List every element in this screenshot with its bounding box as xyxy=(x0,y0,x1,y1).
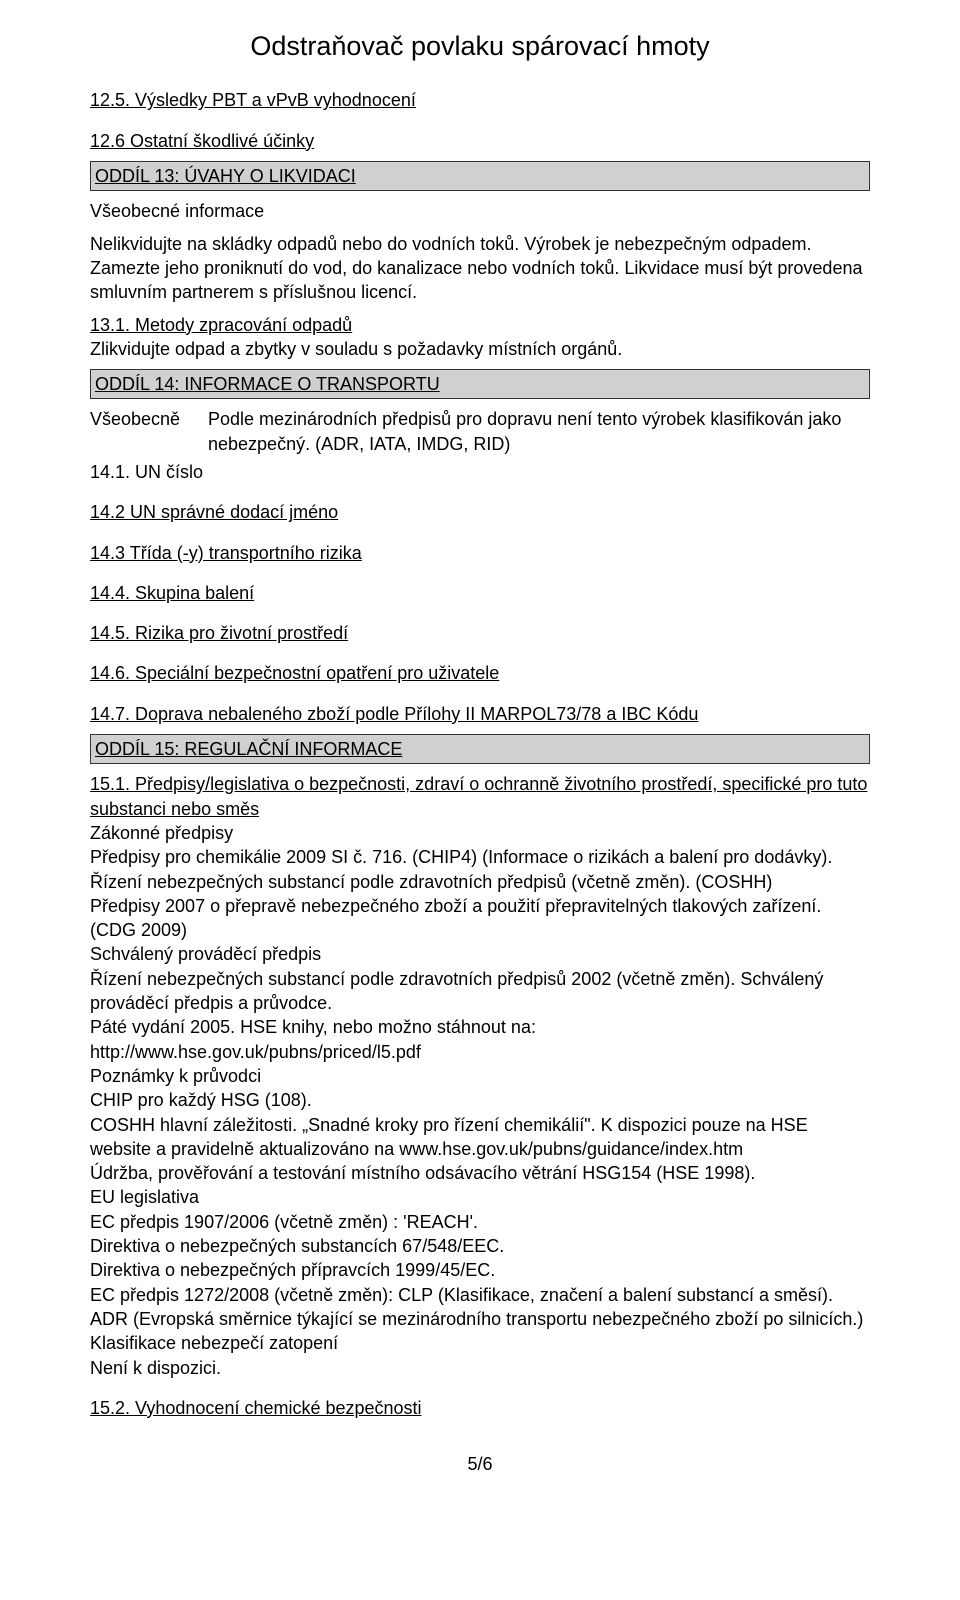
section-14-4: 14.4. Skupina balení xyxy=(90,581,870,605)
reg-body-7: CHIP pro každý HSG (108). xyxy=(90,1088,870,1112)
reg-body-13: Direktiva o nebezpečných přípravcích 199… xyxy=(90,1258,870,1282)
section-15-1-line1: 15.1. Předpisy/legislativa o bezpečnosti… xyxy=(90,774,867,794)
reg-body-15: ADR (Evropská směrnice týkající se mezin… xyxy=(90,1307,870,1331)
page-number: 5/6 xyxy=(90,1452,870,1476)
general-info-heading: Všeobecné informace xyxy=(90,199,870,223)
reg-body-8: COSHH hlavní záležitosti. „Snadné kroky … xyxy=(90,1113,870,1162)
reg-body-16: Klasifikace nebezpečí zatopení xyxy=(90,1331,870,1355)
general-info-body: Nelikvidujte na skládky odpadů nebo do v… xyxy=(90,232,870,305)
section-14-title: ODDÍL 14: INFORMACE O TRANSPORTU xyxy=(95,374,440,394)
section-15-2: 15.2. Vyhodnocení chemické bezpečnosti xyxy=(90,1396,870,1420)
section-12-6: 12.6 Ostatní škodlivé účinky xyxy=(90,129,870,153)
transport-general-value: Podle mezinárodních předpisů pro dopravu… xyxy=(208,407,870,456)
section-15-title: ODDÍL 15: REGULAČNÍ INFORMACE xyxy=(95,739,402,759)
section-14-6: 14.6. Speciální bezpečnostní opatření pr… xyxy=(90,661,870,685)
reg-body-2: Předpisy 2007 o přepravě nebezpečného zb… xyxy=(90,894,870,943)
section-14-3: 14.3 Třída (-y) transportního rizika xyxy=(90,541,870,565)
document-title: Odstraňovač povlaku spárovací hmoty xyxy=(90,28,870,64)
reg-body-14: EC předpis 1272/2008 (včetně změn): CLP … xyxy=(90,1283,870,1307)
transport-general-label: Všeobecně xyxy=(90,407,208,431)
reg-body-5: Páté vydání 2005. HSE knihy, nebo možno … xyxy=(90,1015,870,1064)
section-15-header: ODDÍL 15: REGULAČNÍ INFORMACE xyxy=(90,734,870,764)
section-12-5: 12.5. Výsledky PBT a vPvB vyhodnocení xyxy=(90,88,870,112)
reg-body-6: Poznámky k průvodci xyxy=(90,1064,870,1088)
section-15-1-line2: substanci nebo směs xyxy=(90,799,259,819)
reg-body-10: EU legislativa xyxy=(90,1185,870,1209)
section-14-2: 14.2 UN správné dodací jméno xyxy=(90,500,870,524)
section-14-1: 14.1. UN číslo xyxy=(90,460,870,484)
reg-body-9: Údržba, prověřování a testování místního… xyxy=(90,1161,870,1185)
reg-body-1: Předpisy pro chemikálie 2009 SI č. 716. … xyxy=(90,845,870,894)
section-13-header: ODDÍL 13: ÚVAHY O LIKVIDACI xyxy=(90,161,870,191)
section-13-1: 13.1. Metody zpracování odpadů xyxy=(90,315,352,335)
section-14-header: ODDÍL 14: INFORMACE O TRANSPORTU xyxy=(90,369,870,399)
legal-regulations-heading: Zákonné předpisy xyxy=(90,821,870,845)
transport-general-row: Všeobecně Podle mezinárodních předpisů p… xyxy=(90,407,870,456)
section-14-5: 14.5. Rizika pro životní prostředí xyxy=(90,621,870,645)
section-13-1-body: Zlikvidujte odpad a zbytky v souladu s p… xyxy=(90,337,870,361)
reg-body-12: Direktiva o nebezpečných substancích 67/… xyxy=(90,1234,870,1258)
reg-body-3: Schválený prováděcí předpis xyxy=(90,942,870,966)
section-15-1: 15.1. Předpisy/legislativa o bezpečnosti… xyxy=(90,772,870,821)
section-14-7: 14.7. Doprava nebaleného zboží podle Pří… xyxy=(90,702,870,726)
section-13-title: ODDÍL 13: ÚVAHY O LIKVIDACI xyxy=(95,166,356,186)
reg-body-17: Není k dispozici. xyxy=(90,1356,870,1380)
page: Odstraňovač povlaku spárovací hmoty 12.5… xyxy=(0,0,960,1516)
reg-body-4: Řízení nebezpečných substancí podle zdra… xyxy=(90,967,870,1016)
reg-body-11: EC předpis 1907/2006 (včetně změn) : 'RE… xyxy=(90,1210,870,1234)
